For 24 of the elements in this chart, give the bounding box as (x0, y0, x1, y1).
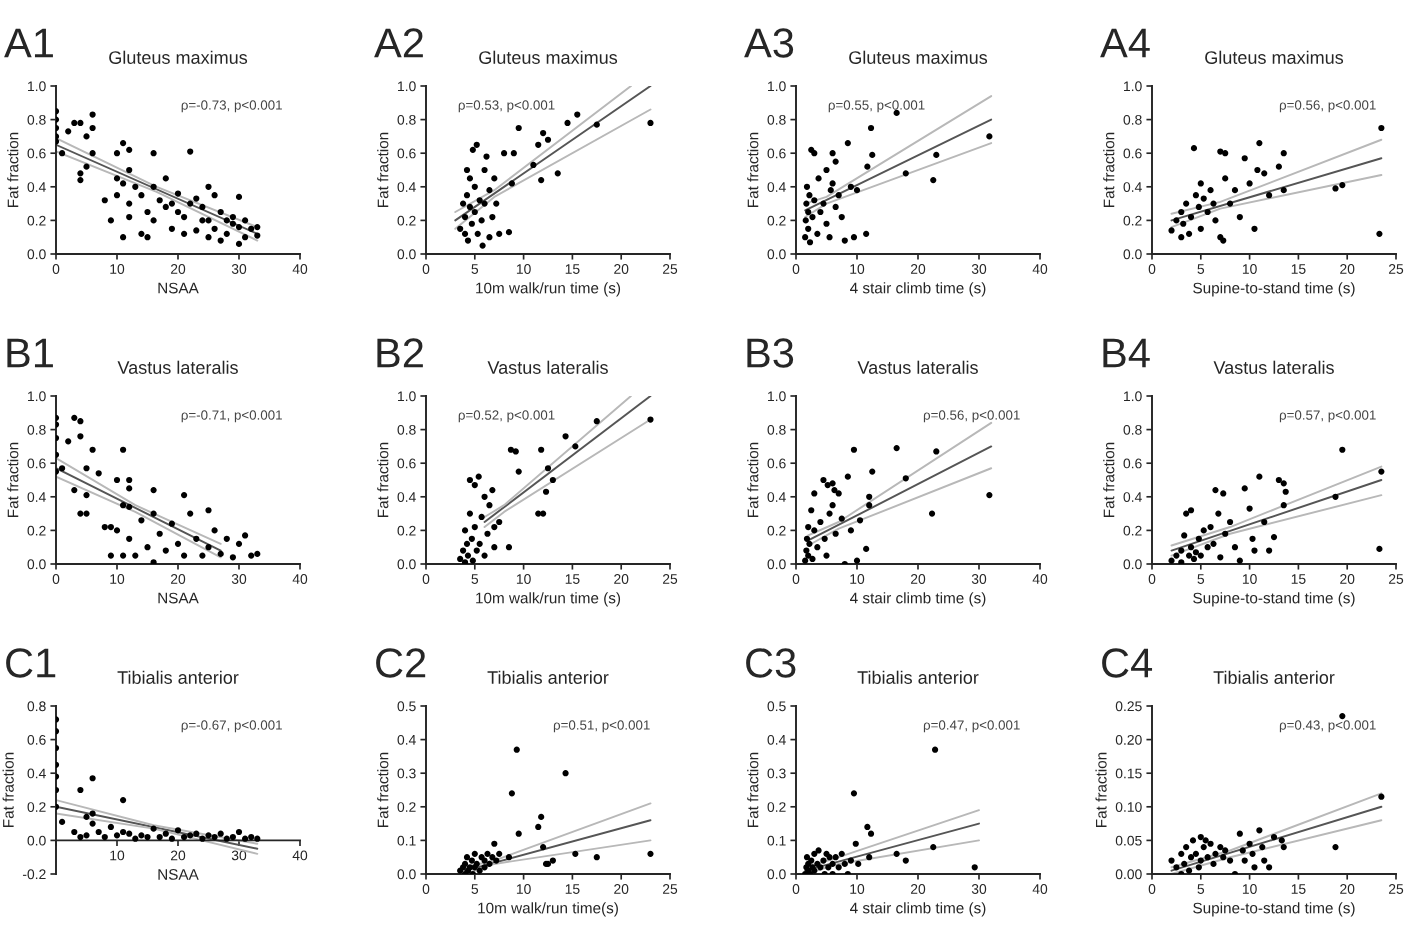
chart-title: Gluteus maximus (109, 50, 248, 64)
chart-title: Vastus lateralis (487, 360, 608, 374)
chart-title: Gluteus maximus (1205, 50, 1344, 64)
text: A1 (4, 28, 53, 58)
text: B1 (7, 338, 53, 368)
chart-title: Gluteus maximus (479, 50, 618, 64)
chart-title: Tibialis anterior (857, 670, 979, 684)
text: B4 (1103, 338, 1150, 368)
text: B3 (747, 338, 794, 368)
text: C1 (6, 648, 56, 678)
text: C4 (1102, 648, 1153, 678)
text: C3 (746, 648, 796, 678)
chart-title: Gluteus maximus (849, 50, 988, 64)
chart-title: Vastus lateralis (117, 360, 238, 374)
text: A2 (374, 28, 423, 58)
text: C2 (376, 648, 426, 678)
text: A4 (1100, 28, 1150, 58)
chart-title: Vastus lateralis (857, 360, 978, 374)
text: A3 (744, 28, 794, 58)
chart-title: Vastus lateralis (1213, 360, 1334, 374)
chart-title: Tibialis anterior (117, 670, 239, 684)
text: B2 (377, 338, 423, 368)
chart-title: Tibialis anterior (487, 670, 609, 684)
chart-title: Tibialis anterior (1213, 670, 1335, 684)
